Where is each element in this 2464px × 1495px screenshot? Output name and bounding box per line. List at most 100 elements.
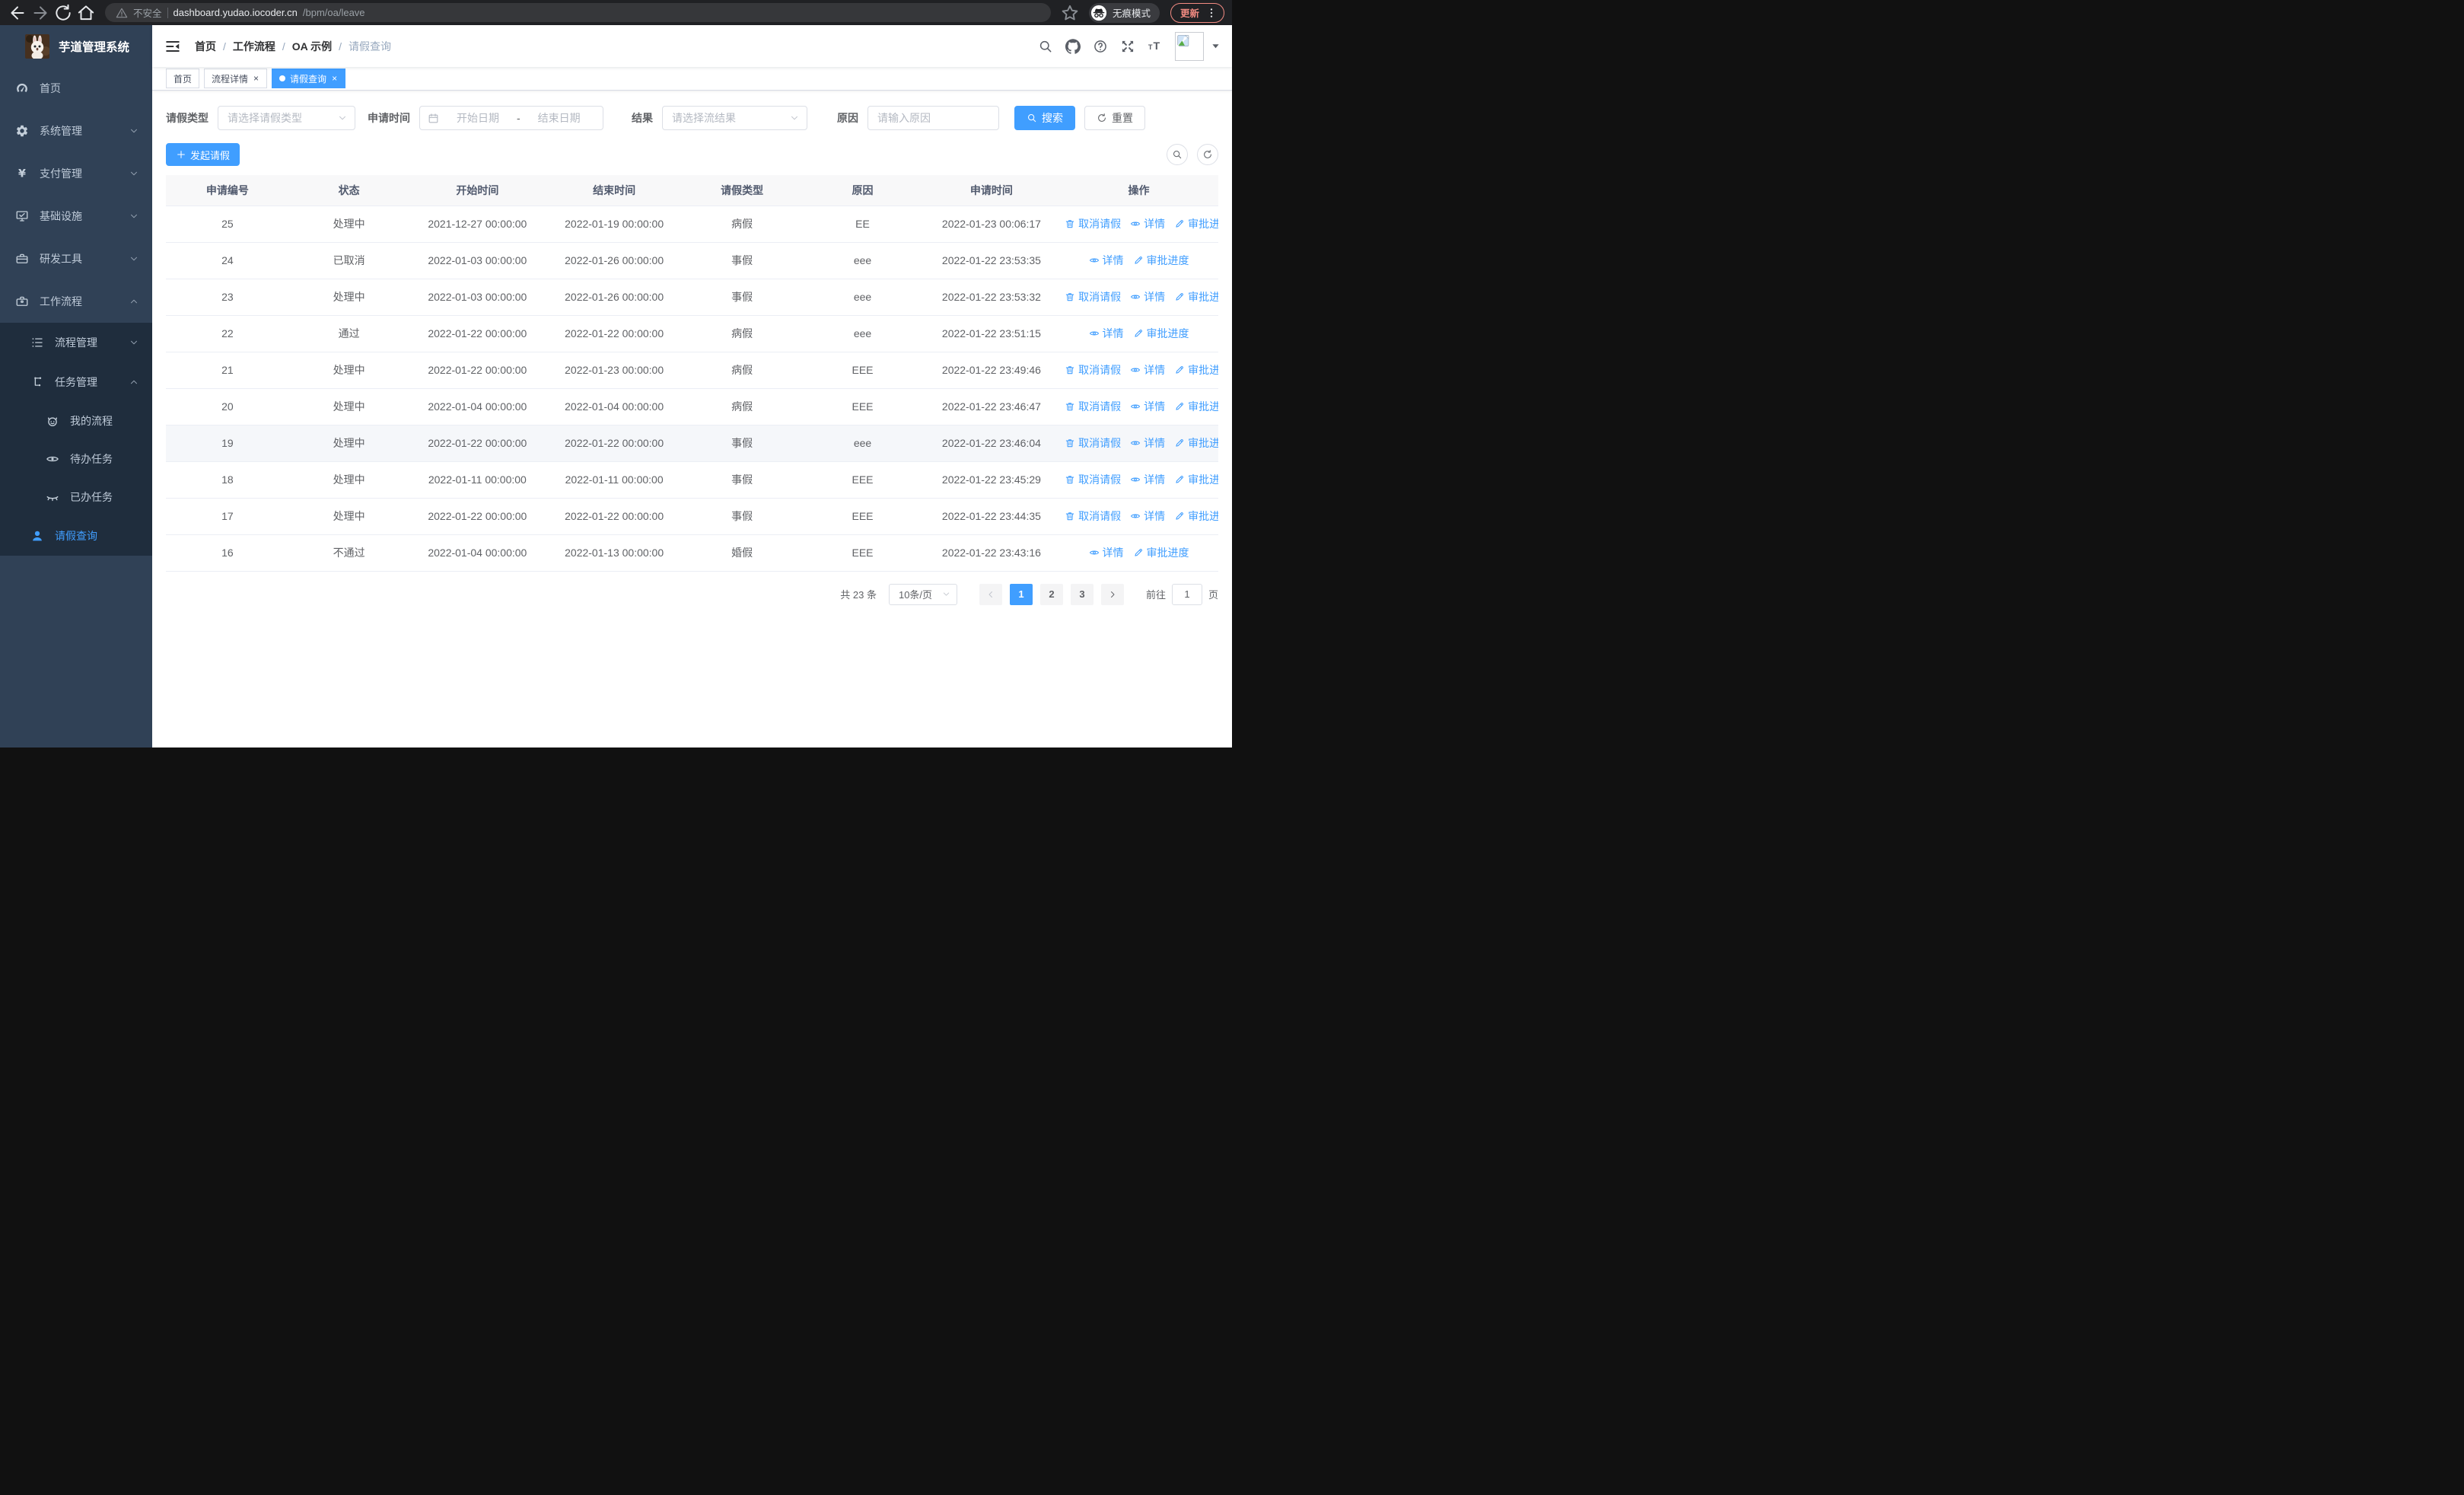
action-cancel-link[interactable]: 取消请假 — [1065, 216, 1121, 231]
table-row: 19 处理中 2022-01-22 00:00:00 2022-01-22 00:00… — [166, 425, 1218, 462]
sidebar-item-task-mgmt[interactable]: 任务管理 — [0, 362, 152, 402]
action-detail-link[interactable]: 详情 — [1089, 253, 1124, 268]
sidebar-item-label: 基础设施 — [40, 210, 82, 222]
fullscreen-icon[interactable] — [1120, 39, 1135, 54]
action-progress-link[interactable]: 审批进度 — [1174, 435, 1218, 451]
tab-close-icon[interactable]: × — [332, 73, 338, 84]
chevron-down-icon — [338, 113, 347, 123]
search-button[interactable]: 搜索 — [1014, 106, 1075, 130]
action-progress-link[interactable]: 审批进度 — [1174, 399, 1218, 414]
breadcrumb-item[interactable]: 首页 — [195, 40, 216, 53]
action-detail-link[interactable]: 详情 — [1130, 216, 1165, 231]
result-select[interactable]: 请选择流结果 — [662, 106, 807, 130]
end-date-input[interactable] — [526, 111, 592, 125]
sidebar-item-todo-tasks[interactable]: 待办任务 — [0, 440, 152, 478]
cell-id: 21 — [166, 352, 289, 389]
pen-icon — [1174, 474, 1185, 485]
eye-closed-icon — [46, 490, 59, 504]
reason-input[interactable] — [868, 112, 998, 124]
action-detail-link[interactable]: 详情 — [1089, 326, 1124, 341]
address-bar[interactable]: 不安全 dashboard.yudao.iocoder.cn/bpm/oa/le… — [105, 3, 1051, 22]
start-date-input[interactable] — [445, 111, 511, 125]
browser-menu-icon[interactable] — [1205, 7, 1218, 19]
sidebar-item-leave-query[interactable]: 请假查询 — [0, 516, 152, 556]
action-cancel-link[interactable]: 取消请假 — [1065, 399, 1121, 414]
apply-time-range[interactable]: - — [419, 106, 603, 130]
sidebar-item-home[interactable]: 首页 — [0, 67, 152, 110]
back-icon[interactable] — [8, 3, 27, 23]
help-icon[interactable] — [1093, 39, 1108, 54]
reason-label: 原因 — [837, 112, 858, 124]
cell-start: 2022-01-03 00:00:00 — [409, 242, 546, 279]
next-page-button[interactable] — [1100, 583, 1124, 605]
tab-2[interactable]: 流程详情 × — [204, 69, 268, 88]
tab-3[interactable]: 请假查询 × — [272, 69, 346, 88]
page-button-2[interactable]: 2 — [1039, 583, 1063, 605]
avatar[interactable] — [1175, 31, 1204, 61]
reset-button[interactable]: 重置 — [1084, 106, 1145, 130]
search-icon[interactable] — [1038, 39, 1053, 54]
browser-update-button[interactable]: 更新 — [1170, 2, 1224, 23]
reload-icon[interactable] — [53, 3, 73, 23]
create-leave-button[interactable]: 发起请假 — [166, 143, 240, 166]
sidebar-item-done-tasks[interactable]: 已办任务 — [0, 478, 152, 516]
toggle-search-button[interactable] — [1167, 144, 1188, 165]
action-progress-link[interactable]: 审批进度 — [1174, 362, 1218, 378]
action-detail-link[interactable]: 详情 — [1130, 435, 1165, 451]
tab-1[interactable]: 首页 — [166, 69, 200, 88]
sidebar-item-label: 我的流程 — [70, 415, 113, 427]
cell-reason: EEE — [801, 388, 924, 426]
action-progress-link[interactable]: 审批进度 — [1174, 472, 1218, 487]
sidebar-item-payment[interactable]: ¥ 支付管理 — [0, 152, 152, 195]
sidebar-item-my-process[interactable]: 我的流程 — [0, 402, 152, 440]
pen-icon — [1133, 547, 1144, 558]
github-icon[interactable] — [1065, 38, 1081, 54]
cell-id: 23 — [166, 279, 289, 316]
action-label: 取消请假 — [1078, 473, 1122, 486]
action-cancel-link[interactable]: 取消请假 — [1065, 508, 1121, 524]
table-row: 24 已取消 2022-01-03 00:00:00 2022-01-26 00:00… — [166, 242, 1218, 279]
avatar-caret-down-icon[interactable] — [1211, 42, 1220, 50]
action-detail-link[interactable]: 详情 — [1130, 362, 1165, 378]
cell-end: 2022-01-04 00:00:00 — [546, 388, 683, 426]
sidebar-item-process-mgmt[interactable]: 流程管理 — [0, 323, 152, 362]
action-progress-link[interactable]: 审批进度 — [1174, 216, 1218, 231]
action-detail-link[interactable]: 详情 — [1130, 508, 1165, 524]
sidebar-toggle-icon[interactable] — [164, 38, 181, 55]
sidebar-item-infra[interactable]: 基础设施 — [0, 195, 152, 237]
sidebar-item-label: 任务管理 — [55, 376, 97, 388]
action-progress-link[interactable]: 审批进度 — [1174, 508, 1218, 524]
action-detail-link[interactable]: 详情 — [1130, 399, 1165, 414]
home-icon[interactable] — [76, 3, 96, 23]
page-button-1[interactable]: 1 — [1009, 583, 1033, 605]
action-progress-link[interactable]: 审批进度 — [1133, 253, 1189, 268]
forward-icon[interactable] — [30, 3, 50, 23]
leave-type-select[interactable]: 请选择请假类型 — [218, 106, 355, 130]
action-detail-link[interactable]: 详情 — [1089, 545, 1124, 560]
page-size-select[interactable]: 10条/页 — [888, 583, 957, 605]
action-cancel-link[interactable]: 取消请假 — [1065, 362, 1121, 378]
action-detail-link[interactable]: 详情 — [1130, 289, 1165, 304]
table-row: 17 处理中 2022-01-22 00:00:00 2022-01-22 00:00… — [166, 498, 1218, 535]
bookmark-star-icon[interactable] — [1060, 3, 1080, 23]
sidebar-item-system[interactable]: 系统管理 — [0, 110, 152, 152]
action-cancel-link[interactable]: 取消请假 — [1065, 435, 1121, 451]
breadcrumb-item[interactable]: OA 示例 — [291, 40, 333, 53]
goto-page-input[interactable] — [1171, 583, 1202, 605]
action-cancel-link[interactable]: 取消请假 — [1065, 472, 1121, 487]
breadcrumb-item[interactable]: 工作流程 — [232, 40, 275, 53]
view-eye-icon — [1130, 218, 1141, 229]
sidebar-item-workflow[interactable]: 工作流程 — [0, 280, 152, 323]
refresh-table-button[interactable] — [1197, 144, 1218, 165]
action-progress-link[interactable]: 审批进度 — [1133, 545, 1189, 560]
view-eye-icon — [1130, 511, 1141, 521]
action-progress-link[interactable]: 审批进度 — [1174, 289, 1218, 304]
sidebar-item-devtools[interactable]: 研发工具 — [0, 237, 152, 280]
tab-close-icon[interactable]: × — [253, 73, 259, 84]
action-progress-link[interactable]: 审批进度 — [1133, 326, 1189, 341]
page-button-3[interactable]: 3 — [1070, 583, 1094, 605]
action-cancel-link[interactable]: 取消请假 — [1065, 289, 1121, 304]
sidebar-logo[interactable]: 芋道管理系统 — [0, 25, 152, 67]
action-detail-link[interactable]: 详情 — [1130, 472, 1165, 487]
